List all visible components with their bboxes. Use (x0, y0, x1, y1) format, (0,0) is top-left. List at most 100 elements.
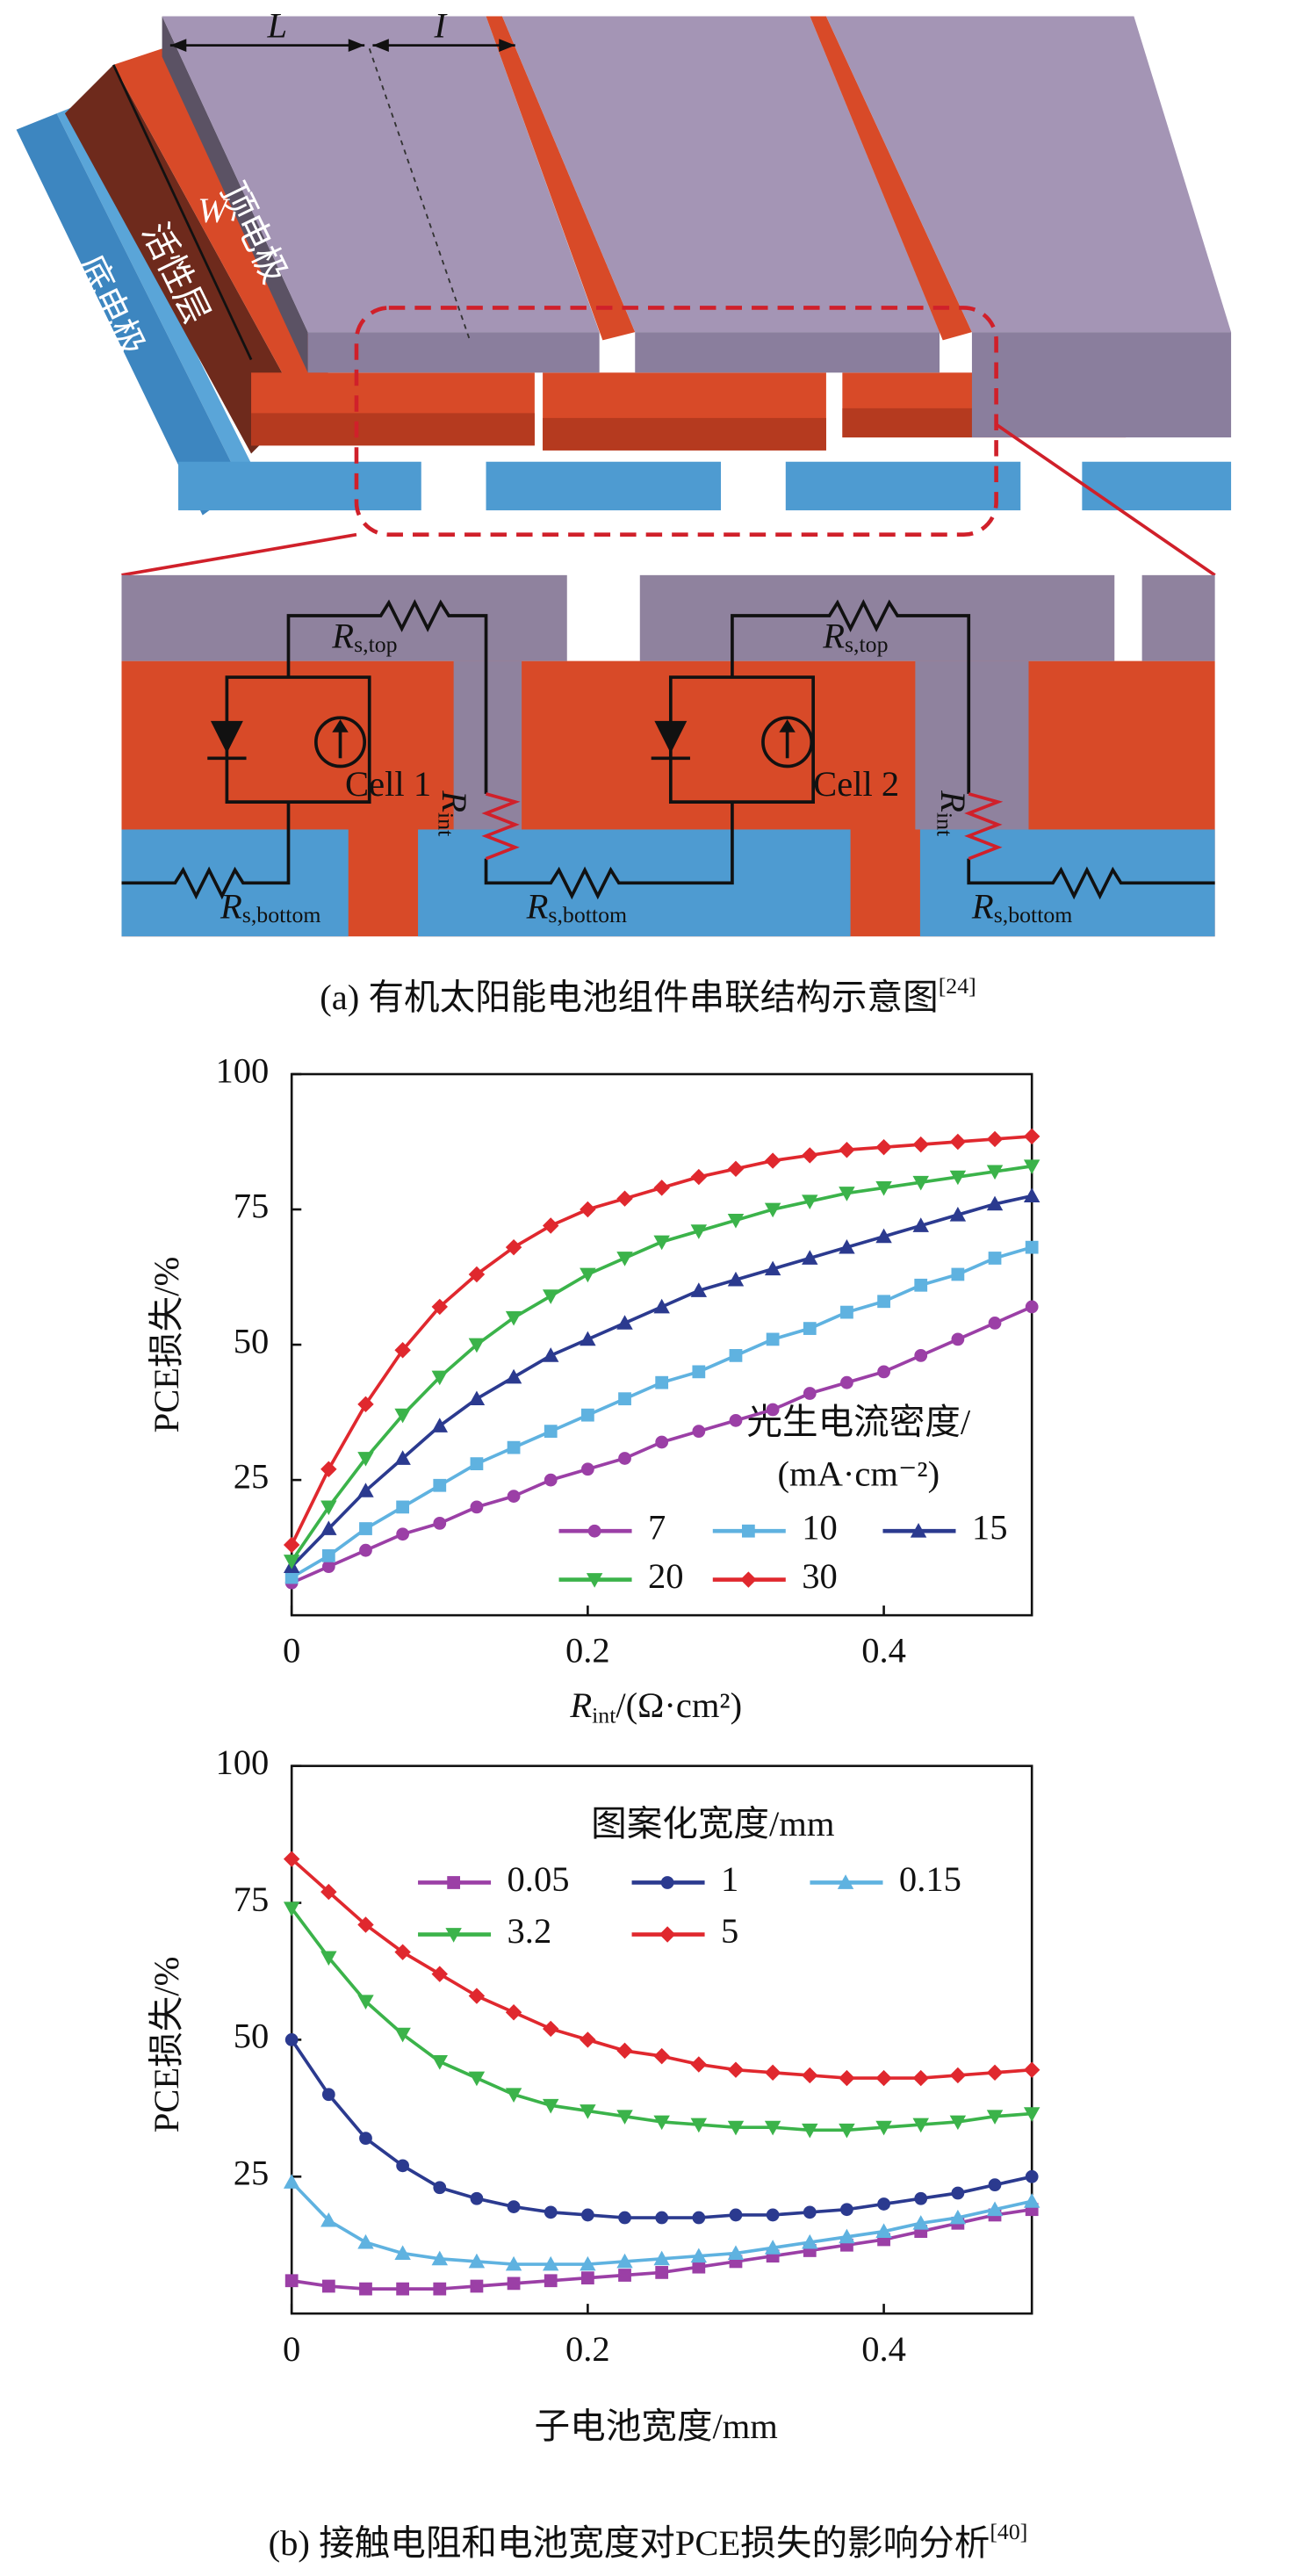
marker (580, 2255, 596, 2271)
marker (468, 1988, 486, 2004)
legend-label: 0.15 (899, 1859, 961, 1899)
legend-label: 0.05 (508, 1859, 570, 1899)
marker (581, 2208, 594, 2222)
marker (692, 1425, 706, 1439)
marker (988, 1317, 1002, 1330)
marker (837, 1874, 854, 1889)
label-cell: Cell 2 (813, 764, 899, 804)
y-tick-label: 25 (234, 1456, 270, 1496)
resistor-label: Rs,top (331, 617, 397, 657)
legend-label: 5 (721, 1911, 738, 1951)
marker (543, 1217, 559, 1234)
marker (468, 1338, 486, 1353)
marker (729, 1349, 743, 1362)
marker (986, 1130, 1004, 1148)
x-tick-label: 0.2 (565, 2329, 610, 2369)
marker (581, 1408, 594, 1422)
label-L: L (267, 6, 288, 46)
marker (321, 2279, 335, 2293)
marker (653, 1298, 670, 1314)
marker (431, 1370, 449, 1386)
marker (357, 1995, 374, 2010)
marker (616, 2110, 633, 2125)
marker (949, 1170, 967, 1186)
y-tick-label: 50 (234, 2017, 270, 2056)
marker (727, 2120, 745, 2136)
marker (507, 2277, 521, 2291)
marker (396, 2159, 410, 2173)
marker (653, 2047, 670, 2065)
marker (445, 1928, 462, 1943)
marker (618, 1452, 631, 1465)
marker (877, 1365, 890, 1379)
marker (284, 2274, 299, 2288)
y-axis-label: PCE损失/% (147, 1257, 186, 1433)
marker (394, 1408, 411, 1424)
marker (543, 1289, 559, 1304)
legend-title: 图案化宽度/mm (591, 1804, 834, 1844)
x-tick-label: 0 (283, 1631, 300, 1670)
marker (914, 1278, 928, 1292)
marker (468, 2253, 486, 2269)
marker (580, 2031, 596, 2048)
marker (394, 2245, 411, 2260)
marker (431, 1966, 449, 1982)
marker (986, 1165, 1004, 1180)
legend-label: 20 (648, 1556, 684, 1596)
marker (912, 2069, 929, 2087)
marker (840, 1375, 853, 1389)
marker (692, 2260, 706, 2274)
marker (727, 2245, 745, 2260)
marker (914, 1349, 928, 1362)
marker (468, 2071, 486, 2087)
marker (359, 2132, 372, 2146)
marker (764, 2240, 781, 2255)
marker (284, 1570, 299, 1584)
marker (839, 1238, 855, 1254)
label-cell: Cell 1 (345, 764, 431, 804)
marker (840, 2203, 853, 2217)
marker (912, 2118, 929, 2133)
marker (1025, 2169, 1039, 2183)
marker (433, 2282, 447, 2296)
marker (396, 1527, 410, 1541)
x-label-unit: /(Ω·cm²) (616, 1685, 742, 1725)
marker (949, 1133, 967, 1151)
marker (802, 1194, 818, 1210)
marker (616, 1315, 633, 1330)
marker (729, 1413, 743, 1427)
marker (433, 1517, 447, 1530)
marker (321, 1548, 335, 1562)
marker (690, 2118, 708, 2133)
label-I: I (434, 6, 449, 46)
marker (618, 2269, 631, 2282)
marker (468, 1390, 486, 1406)
marker (653, 1235, 670, 1251)
marker (431, 2054, 449, 2070)
marker (1025, 1240, 1039, 1254)
marker (468, 1266, 486, 1283)
marker (875, 1228, 892, 1244)
marker (949, 1206, 967, 1222)
marker (581, 1462, 594, 1476)
resistor-label: Rs,top (822, 617, 888, 657)
plot-frame (290, 1072, 1033, 1617)
marker (839, 1142, 855, 1158)
marker (283, 2174, 300, 2189)
x-label-symbol: R (569, 1685, 592, 1725)
marker (951, 1267, 965, 1281)
marker (616, 2253, 633, 2269)
marker (1023, 1187, 1040, 1203)
marker (877, 2197, 890, 2211)
marker (986, 2064, 1004, 2082)
resistor-label: Rs,bottom (526, 887, 627, 927)
marker (433, 2181, 447, 2195)
marker (507, 2200, 521, 2213)
marker (470, 1457, 484, 1470)
marker (1025, 1300, 1039, 1314)
marker (616, 2042, 633, 2060)
marker (580, 1267, 596, 1283)
x-axis-label: Rint/(Ω·cm²) (569, 1685, 742, 1728)
marker (764, 1202, 781, 1218)
device-3d: L I W 顶电极 活性层 底电极 (16, 6, 1232, 577)
